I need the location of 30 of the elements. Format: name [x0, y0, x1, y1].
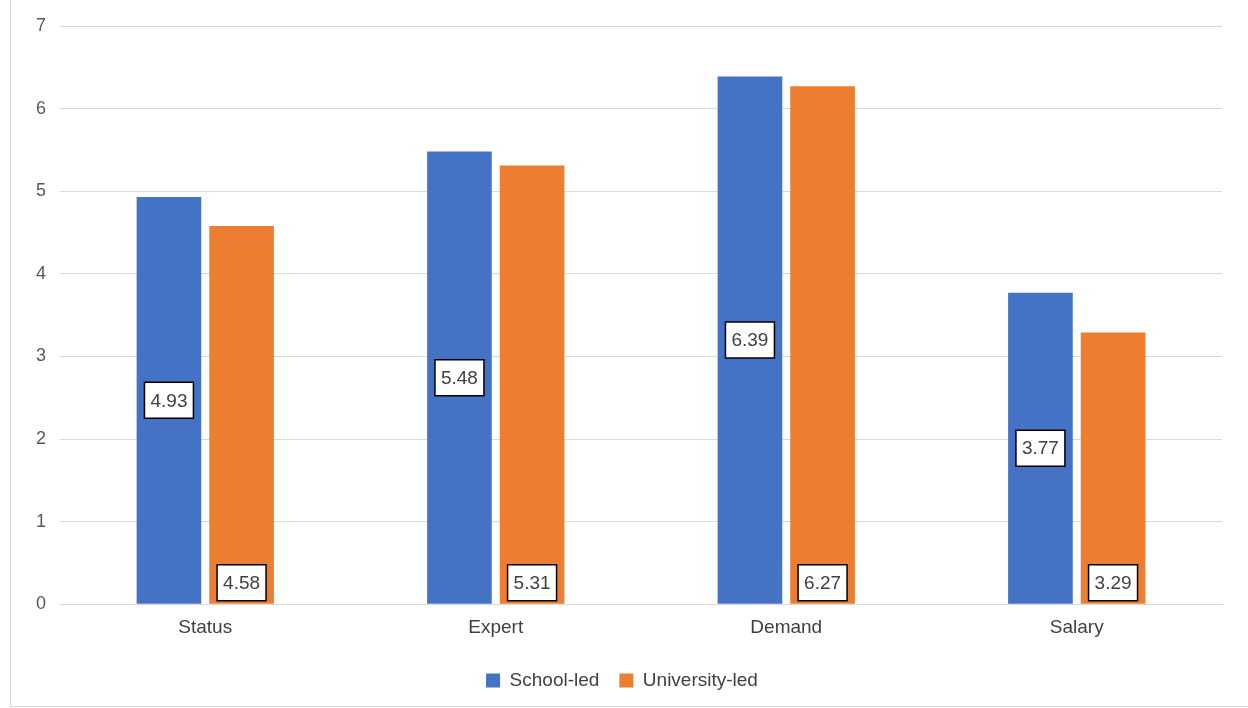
y-tick-label: 2	[36, 427, 47, 448]
legend-label: School-led	[509, 668, 600, 690]
data-label: 5.48	[440, 366, 478, 388]
bar	[136, 196, 202, 604]
x-tick-label: Salary	[1049, 615, 1105, 637]
data-label: 5.31	[513, 571, 551, 593]
y-tick-label: 7	[36, 14, 47, 35]
legend-label: University-led	[642, 668, 758, 690]
data-label: 6.27	[804, 571, 842, 593]
y-tick-label: 6	[36, 97, 47, 118]
data-label: 3.77	[1021, 437, 1059, 459]
y-tick-label: 4	[36, 262, 47, 283]
x-tick-label: Expert	[468, 615, 524, 637]
data-label: 4.93	[150, 389, 188, 411]
bar	[499, 165, 565, 604]
x-tick-label: Demand	[750, 615, 823, 637]
bar	[1008, 292, 1073, 604]
data-label: 3.29	[1094, 571, 1132, 593]
y-tick-label: 1	[36, 510, 47, 531]
bar	[717, 76, 783, 604]
data-label: 4.58	[223, 571, 261, 593]
data-label: 6.39	[731, 329, 769, 351]
y-tick-label: 0	[36, 593, 47, 614]
y-tick-label: 3	[36, 345, 47, 366]
bar	[790, 86, 855, 604]
x-tick-label: Status	[178, 615, 233, 637]
bar	[209, 225, 274, 604]
bar	[1080, 332, 1146, 604]
bar	[427, 151, 492, 604]
y-tick-label: 5	[36, 180, 47, 201]
